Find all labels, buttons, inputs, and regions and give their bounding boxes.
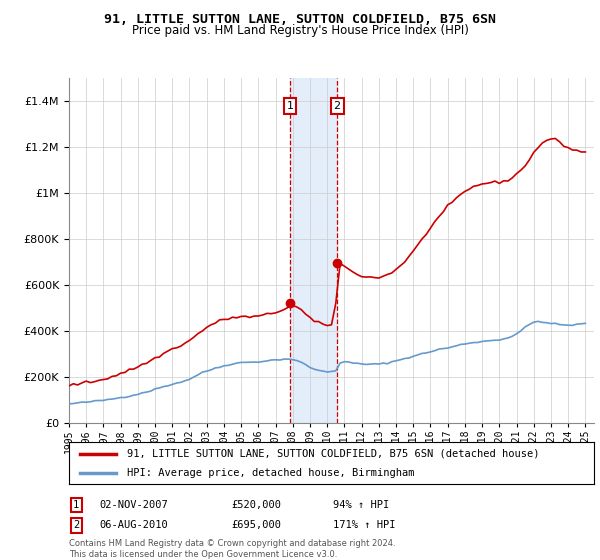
Text: 02-NOV-2007: 02-NOV-2007 xyxy=(99,500,168,510)
Text: 1: 1 xyxy=(73,500,79,510)
Text: £695,000: £695,000 xyxy=(231,520,281,530)
Text: 94% ↑ HPI: 94% ↑ HPI xyxy=(333,500,389,510)
Text: 1: 1 xyxy=(286,101,293,111)
Text: Contains HM Land Registry data © Crown copyright and database right 2024.
This d: Contains HM Land Registry data © Crown c… xyxy=(69,539,395,559)
Bar xyxy=(290,78,337,423)
Text: 2: 2 xyxy=(73,520,79,530)
Text: HPI: Average price, detached house, Birmingham: HPI: Average price, detached house, Birm… xyxy=(127,468,414,478)
Text: £520,000: £520,000 xyxy=(231,500,281,510)
Text: 2: 2 xyxy=(334,101,341,111)
Text: 91, LITTLE SUTTON LANE, SUTTON COLDFIELD, B75 6SN (detached house): 91, LITTLE SUTTON LANE, SUTTON COLDFIELD… xyxy=(127,449,539,459)
Text: 91, LITTLE SUTTON LANE, SUTTON COLDFIELD, B75 6SN: 91, LITTLE SUTTON LANE, SUTTON COLDFIELD… xyxy=(104,13,496,26)
Text: Price paid vs. HM Land Registry's House Price Index (HPI): Price paid vs. HM Land Registry's House … xyxy=(131,24,469,37)
Text: 06-AUG-2010: 06-AUG-2010 xyxy=(99,520,168,530)
Text: 171% ↑ HPI: 171% ↑ HPI xyxy=(333,520,395,530)
